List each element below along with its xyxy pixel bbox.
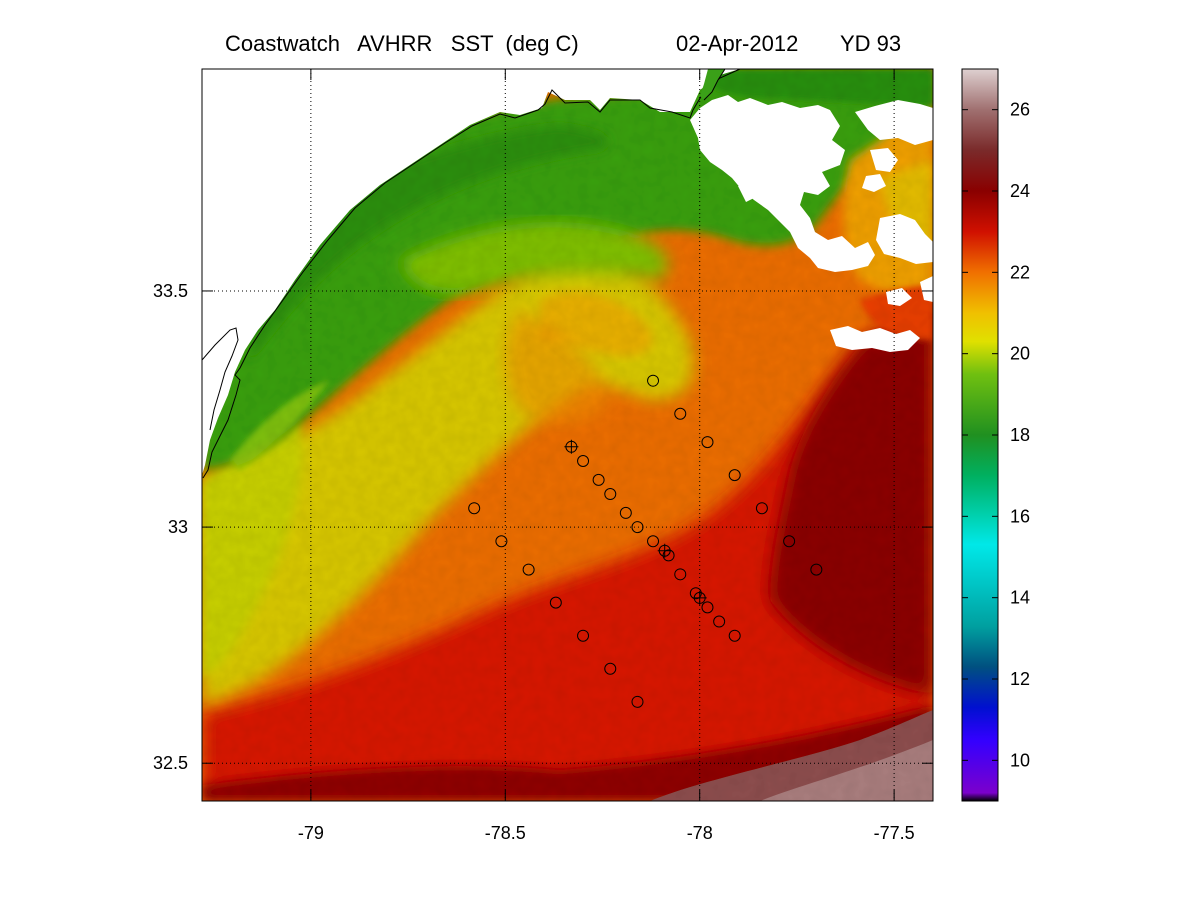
colorbar-tick-label: 16 (1010, 506, 1030, 526)
figure-yearday: YD 93 (840, 31, 901, 56)
station-plus-marker (692, 590, 707, 605)
sst-field (202, 69, 933, 801)
station-marker (713, 615, 726, 628)
station-marker (522, 563, 535, 576)
station-marker (647, 535, 660, 548)
station-marker (701, 436, 714, 449)
station-marker (662, 549, 675, 562)
land-mass (202, 69, 740, 475)
map-frame (201, 68, 934, 802)
colorbar-tick-label: 20 (1010, 344, 1030, 364)
x-tick-label: -79 (298, 823, 324, 843)
y-tick-label: 33.5 (153, 281, 188, 301)
station-marker (577, 629, 590, 642)
colorbar-tick-label: 12 (1010, 669, 1030, 689)
station-marker (604, 488, 617, 501)
figure-title: Coastwatch AVHRR SST (deg C) (225, 31, 579, 56)
tick-marks (202, 69, 933, 801)
station-marker (755, 502, 768, 515)
colorbar-tick-label: 14 (1010, 588, 1030, 608)
station-marker (689, 587, 702, 600)
colorbar-tick-label: 18 (1010, 425, 1030, 445)
y-tick-label: 33 (168, 517, 188, 537)
colorbar-tick-label: 24 (1010, 181, 1030, 201)
station-marker (728, 469, 741, 482)
y-tick-labels: 32.5 33 33.5 (153, 281, 188, 773)
station-marker (728, 629, 741, 642)
station-marker (495, 535, 508, 548)
colorbar-tick-label: 22 (1010, 262, 1030, 282)
station-plus-marker (564, 439, 579, 454)
x-tick-label: -78.5 (485, 823, 526, 843)
station-marker (577, 454, 590, 467)
station-marker (674, 407, 687, 420)
x-tick-labels: -79 -78.5 -78 -77.5 (298, 823, 915, 843)
colorbar: 10 12 14 16 18 20 22 24 26 (961, 68, 1030, 802)
station-markers (468, 374, 823, 708)
station-marker (592, 473, 605, 486)
colorbar-tick-label: 26 (1010, 100, 1030, 120)
station-marker (468, 502, 481, 515)
x-tick-label: -78 (687, 823, 713, 843)
colorbar-tick-label: 10 (1010, 750, 1030, 770)
station-marker (674, 568, 687, 581)
x-tick-label: -77.5 (874, 823, 915, 843)
coastline (202, 69, 741, 479)
station-marker (783, 535, 796, 548)
station-marker (549, 596, 562, 609)
y-tick-label: 32.5 (153, 753, 188, 773)
station-marker (701, 601, 714, 614)
station-marker (810, 563, 823, 576)
station-marker (604, 662, 617, 675)
station-marker (631, 695, 644, 708)
station-plus-marker (657, 543, 672, 558)
figure-date: 02-Apr-2012 (676, 31, 798, 56)
station-marker (631, 521, 644, 534)
station-marker (647, 374, 660, 387)
station-marker (619, 506, 632, 519)
cloud-mask (690, 95, 933, 352)
